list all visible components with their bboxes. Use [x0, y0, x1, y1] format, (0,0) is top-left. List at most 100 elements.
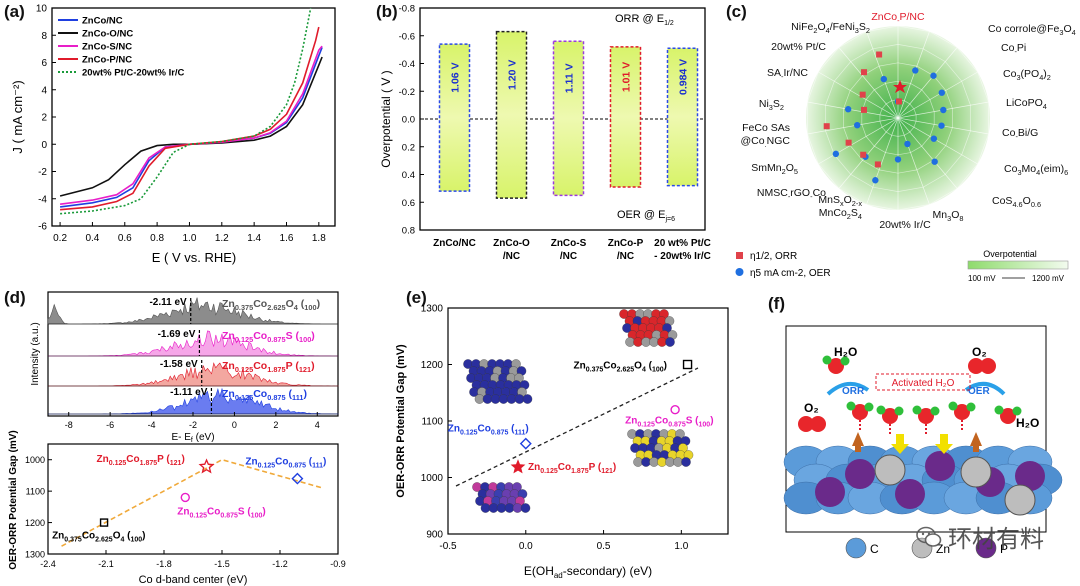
orr-label: ORR @ E1/2	[615, 13, 674, 27]
water-molecule	[994, 405, 1022, 424]
x-tick-label: 1.8	[312, 233, 326, 244]
target-star-marker	[893, 80, 907, 93]
spoke-label: ZnCo-P/NC	[871, 11, 925, 25]
radar-spoke	[866, 117, 899, 205]
volcano-trend	[61, 458, 323, 547]
point-alloy	[519, 437, 532, 450]
phosphide-model	[472, 482, 531, 513]
activation-arrow	[935, 434, 953, 454]
oer-point	[938, 122, 945, 129]
y-tick-label: -0.4	[399, 59, 415, 70]
spoke-label: NMSC-rGO-Co	[757, 187, 826, 201]
x-tick-label: 0.4	[85, 233, 99, 244]
x-tick-label: 1.4	[247, 233, 261, 244]
colorbar-title: Overpotential	[983, 249, 1037, 259]
point-label: Zn0.125Co1.875P (121)	[97, 454, 185, 467]
watermark: 环材有料	[916, 519, 1044, 554]
legend-atom-label: P	[1000, 542, 1008, 556]
spoke-label: Co3Mo4(eim)6	[1004, 163, 1068, 177]
x-tick-label: 0.8	[150, 233, 164, 244]
category-label: /NC	[503, 251, 520, 262]
oxygen-atom	[882, 408, 898, 424]
panel-d: (d) -2.11 eV Zn0.375Co2.625O4 (100) -1.69 …	[0, 286, 350, 586]
spoke-label: LiCoPO4	[1006, 97, 1047, 111]
legend-label: ZnCo-P/NC	[82, 55, 132, 66]
orr-point	[859, 91, 866, 98]
dos-row-label: Zn0.125Co1.875P (121)	[222, 360, 315, 374]
dos-x-tick-label: 4	[315, 420, 320, 430]
panel-e: (e) -0.5 0.0 0.5 1.0 900 1000 1100 1200 1300 Zn0…	[360, 286, 740, 586]
radar-spoke	[897, 117, 930, 205]
y-tick-label: -0.8	[399, 4, 415, 15]
atom	[480, 503, 491, 513]
bar-2	[495, 30, 528, 199]
orr-point	[823, 123, 830, 130]
oer-label: OER @ Ej=6	[617, 209, 675, 223]
point-label: Zn0.375Co2.625O4 (100)	[574, 361, 667, 374]
atom	[665, 457, 675, 467]
oxygen-atom	[954, 404, 970, 420]
point-alloy	[291, 472, 304, 485]
category-label: ZnCo-O	[493, 238, 530, 249]
hydrogen-atom	[912, 405, 922, 415]
oxygen-atom	[828, 358, 844, 374]
y-tick-label: 0.6	[402, 198, 415, 209]
spoke-label: NiFe2O4/FeNi3S2	[791, 21, 870, 35]
trend-line	[455, 367, 699, 487]
scatter-plot-frame	[47, 443, 339, 555]
scatter-x-tick-label: -1.2	[272, 559, 288, 569]
phosphorus-atom	[925, 451, 955, 481]
dband-center-value: -2.11 eV	[149, 297, 187, 308]
mechanism-schematic: H₂O O₂ O₂ H₂O ORR OER Activated H₂O C Zn P	[783, 325, 1063, 559]
atom	[641, 457, 651, 467]
panel-a: (a) 0.2 0.4 0.6 0.8 1.0 1.2 1.4 1.6 1.8 10 8 6 4 2 0 -2…	[0, 0, 350, 290]
h2o-label-left: H₂O	[834, 345, 857, 359]
panel-label-f: (f)	[768, 294, 785, 313]
y-tick-label: 10	[36, 4, 48, 15]
legend-atom-label: C	[870, 542, 879, 556]
oxygen-atom	[798, 416, 814, 432]
spoke-label: Co corrole@Fe3O4	[988, 23, 1076, 37]
atom	[625, 337, 635, 347]
adsorbed-water	[876, 405, 904, 424]
hydrogen-atom	[948, 401, 958, 411]
spoke-label: FeCo SAs	[742, 122, 790, 134]
y-tick-label: -0.6	[399, 31, 415, 42]
orr-point	[861, 69, 868, 76]
spoke-label: CoS4.6O0.6	[992, 195, 1041, 209]
radar-spoke	[818, 117, 899, 165]
atom	[673, 457, 683, 467]
y-tick-label: 1300	[421, 304, 444, 315]
legend-orr-marker	[736, 252, 743, 259]
radar-spoke	[897, 117, 978, 165]
dband-analysis-chart: -2.11 eV Zn0.375Co2.625O4 (100) -1.69 eV Zn…	[8, 291, 346, 586]
atom	[488, 503, 499, 513]
oxygen-atom	[1000, 408, 1016, 424]
radar-spoke	[838, 47, 899, 119]
bar-3	[552, 40, 585, 197]
radar-spoke	[807, 117, 899, 135]
point-label: Zn0.375Co2.625O4 (100)	[52, 531, 145, 544]
y-tick-label: -6	[38, 222, 47, 233]
o2-label-right: O₂	[972, 345, 987, 359]
y-tick-label: 0	[41, 140, 47, 151]
orr-cycle-arrow	[826, 382, 870, 396]
spoke-label: Co3(PO4)2	[1003, 68, 1051, 82]
oxygen-atom	[980, 358, 996, 374]
x-tick-label: 0.6	[118, 233, 132, 244]
water-molecule	[822, 355, 850, 374]
radar-spoke	[897, 47, 958, 119]
panel-label-b: (b)	[376, 2, 398, 21]
point-phosphide	[510, 459, 526, 474]
radar-comparison-chart: ZnCo-P/NC Co corrole@Fe3O4 Co-Pi Co3(PO4)2 L…	[735, 11, 1076, 283]
hydrogen-atom	[822, 355, 832, 365]
y-tick-label: 1100	[421, 417, 443, 428]
orr-point	[860, 151, 867, 158]
zinc-atom	[960, 456, 992, 488]
orr-arrow-label: ORR	[842, 386, 865, 397]
panel-f: (f) H₂O O₂ O₂ H₂O ORR OER Activated H₂O …	[740, 286, 1080, 586]
dos-x-tick-label: 0	[232, 420, 237, 430]
adsorption-gap-chart: -0.5 0.0 0.5 1.0 900 1000 1100 1200 1300 Zn0.375…	[395, 304, 729, 580]
oer-point	[844, 106, 852, 113]
atom	[649, 457, 659, 467]
